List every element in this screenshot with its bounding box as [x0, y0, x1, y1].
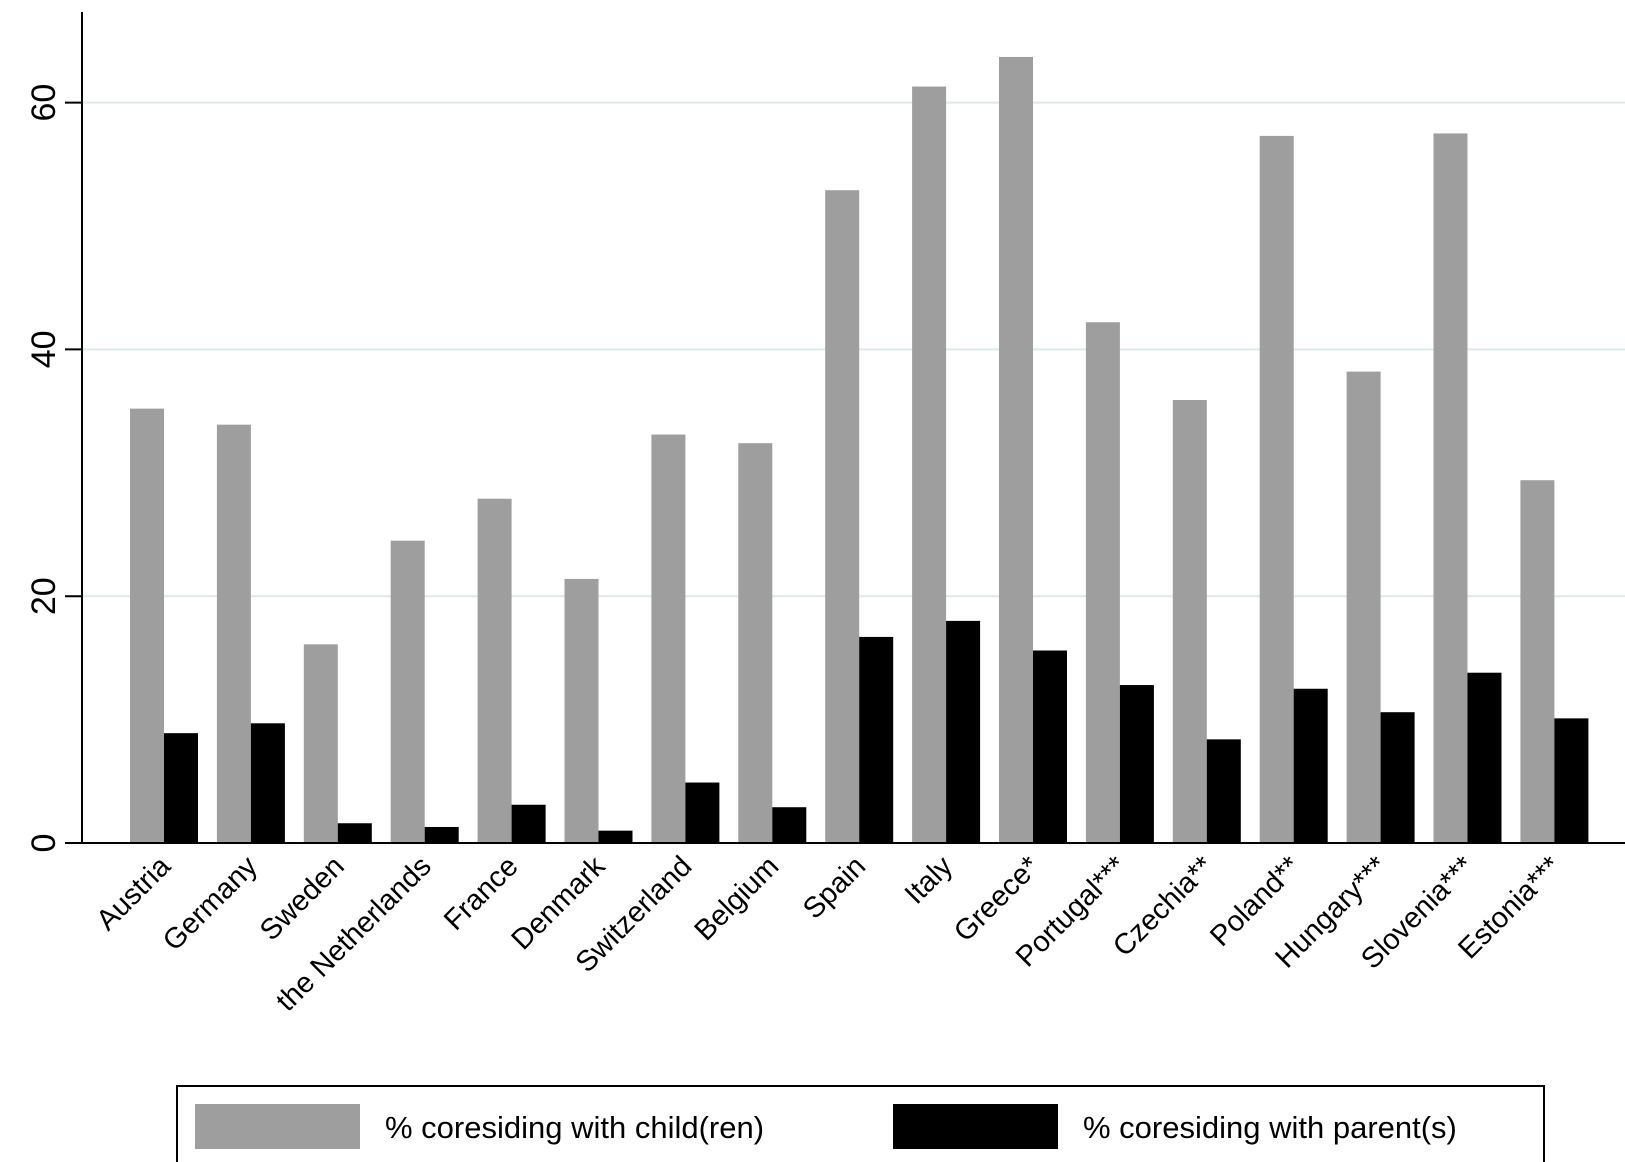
- bar-parents: [1033, 650, 1067, 843]
- bar-parents: [946, 620, 981, 843]
- bar-children: [477, 498, 512, 843]
- legend: % coresiding with child(ren) % coresidin…: [176, 1085, 1545, 1162]
- bar-children: [1172, 399, 1207, 843]
- y-ticks: 0 20 40 60: [25, 84, 82, 853]
- legend-label-parents: % coresiding with parent(s): [1083, 1110, 1457, 1145]
- bar-children: [825, 190, 860, 844]
- x-tick-label: Spain: [797, 850, 872, 925]
- bar-children: [1520, 480, 1555, 843]
- bar-parents: [1119, 685, 1154, 843]
- bar-children: [999, 56, 1033, 843]
- axes: [65, 12, 1625, 844]
- bar-parents: [1380, 712, 1415, 843]
- bar-parents: [1554, 718, 1589, 843]
- bar-children: [1085, 322, 1120, 843]
- bar-children: [738, 443, 773, 843]
- bar-children: [390, 540, 425, 843]
- bar-children: [1346, 371, 1381, 843]
- legend-swatch-parents: [893, 1104, 1058, 1149]
- bar-children: [1259, 135, 1294, 844]
- bar-children: [130, 408, 164, 843]
- x-tick-label: France: [438, 850, 524, 936]
- bar-parents: [1467, 672, 1502, 843]
- bar-parents: [511, 804, 546, 843]
- x-tick-label: Austria: [90, 850, 177, 937]
- bar-children: [651, 434, 686, 843]
- y-tick-label: 0: [25, 834, 63, 853]
- bar-parents: [250, 723, 285, 843]
- y-tick-label: 60: [25, 84, 63, 122]
- bar-parents: [337, 823, 372, 843]
- y-tick-label: 40: [25, 330, 63, 368]
- bar-parents: [685, 782, 720, 843]
- bar-children: [303, 644, 338, 843]
- bar-parents: [772, 807, 807, 843]
- bar-children: [216, 424, 251, 843]
- bar-parents: [424, 826, 459, 843]
- legend-box: [176, 1085, 1545, 1162]
- bar-parents: [1293, 688, 1328, 843]
- x-tick-label: Belgium: [689, 850, 786, 947]
- bar-parents: [598, 830, 633, 843]
- bar-children: [564, 578, 599, 843]
- x-tick-label: Germany: [157, 850, 264, 957]
- legend-label-children: % coresiding with child(ren): [385, 1110, 764, 1145]
- legend-swatch-children: [195, 1104, 360, 1149]
- bar-parents: [164, 733, 198, 843]
- y-tick-label: 20: [25, 577, 63, 615]
- bar-parents: [859, 636, 894, 843]
- x-tick-label: the Netherlands: [270, 850, 437, 1017]
- x-tick-label: Italy: [899, 850, 960, 911]
- bar-children: [912, 86, 947, 844]
- bar-parents: [1206, 739, 1241, 843]
- bar-children: [1433, 133, 1468, 843]
- bars: [130, 56, 1589, 844]
